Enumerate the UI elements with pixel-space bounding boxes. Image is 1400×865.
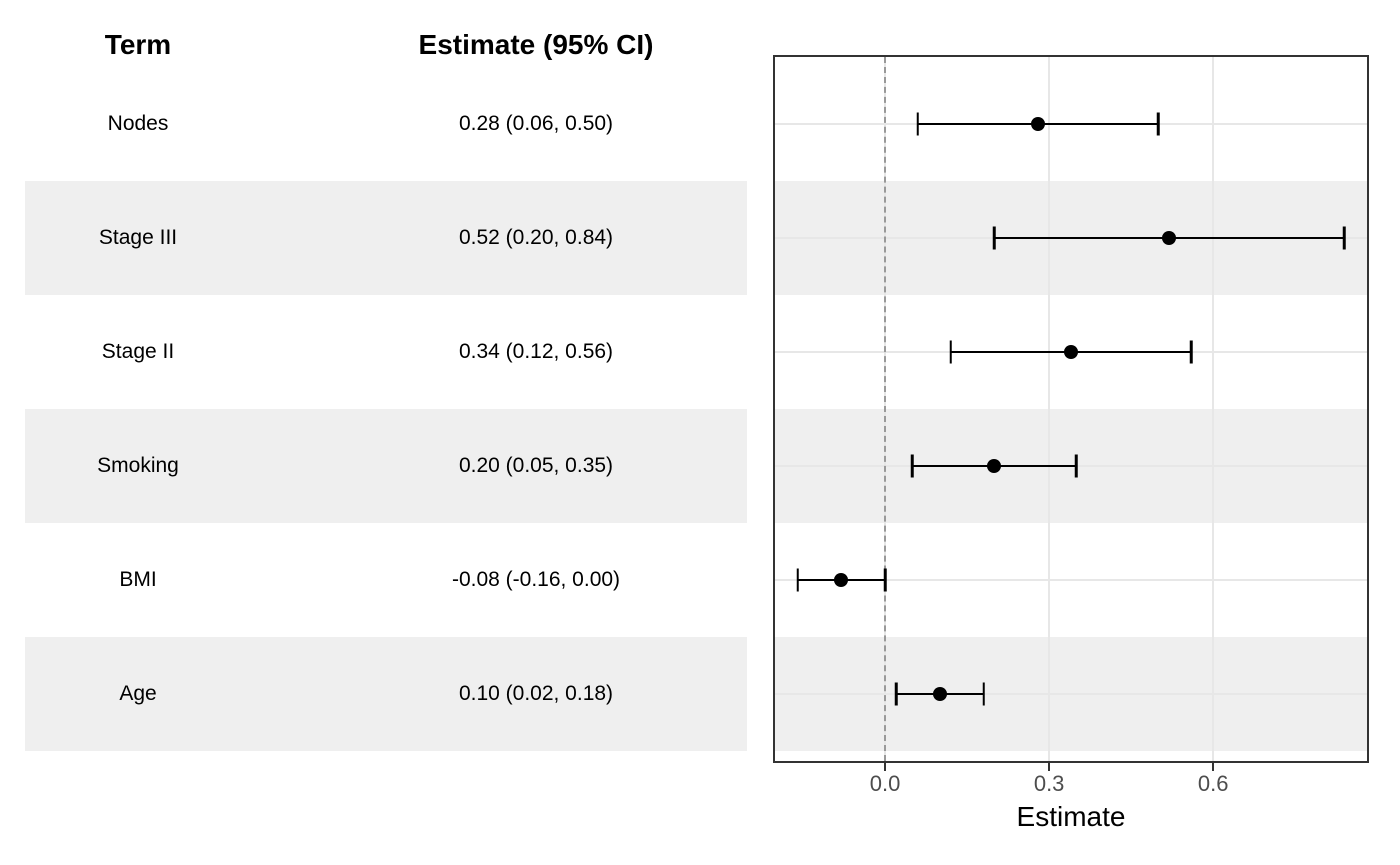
table-row-stripe (25, 637, 747, 751)
ci-cap-right (883, 568, 887, 592)
point-estimate-marker (1162, 231, 1177, 245)
estimate-column-header: Estimate (95% CI) (418, 29, 654, 60)
vertical-gridline (1048, 57, 1050, 761)
term-label: Nodes (107, 112, 169, 135)
ci-cap-left (916, 112, 920, 136)
x-axis-tick-label: 0.3 (1033, 771, 1065, 796)
point-estimate-marker (987, 459, 1002, 473)
table-row-stripe (25, 181, 747, 295)
estimate-ci-label: 0.34 (0.12, 0.56) (458, 340, 614, 363)
term-label: Smoking (97, 454, 179, 477)
horizontal-gridline (775, 579, 1367, 581)
estimate-ci-label: 0.28 (0.06, 0.50) (458, 112, 614, 135)
ci-cap-right (1157, 112, 1160, 136)
point-estimate-marker (834, 573, 849, 587)
point-estimate-marker (1064, 345, 1078, 359)
x-axis-tick-label: 0.6 (1197, 771, 1229, 796)
estimate-ci-label: 0.52 (0.20, 0.84) (458, 226, 614, 249)
estimate-ci-label: 0.20 (0.05, 0.35) (458, 454, 614, 477)
table-row-stripe (25, 409, 747, 523)
x-axis-title: Estimate (1016, 801, 1126, 832)
term-label: BMI (119, 568, 157, 591)
ci-cap-right (1075, 454, 1078, 478)
ci-cap-right (1343, 226, 1346, 250)
term-label: Stage III (98, 226, 178, 249)
estimate-ci-label: 0.10 (0.02, 0.18) (458, 682, 614, 705)
term-label: Stage II (101, 340, 175, 363)
point-estimate-marker (932, 687, 947, 701)
point-estimate-marker (1031, 117, 1046, 131)
x-axis-tick (884, 763, 887, 771)
x-axis-tick-label: 0.0 (869, 771, 901, 796)
ci-cap-left (796, 568, 799, 592)
ci-cap-left (894, 682, 898, 706)
x-axis-tick (1212, 763, 1215, 771)
ci-cap-right (982, 682, 985, 706)
zero-reference-line (884, 57, 887, 761)
ci-cap-left (949, 340, 952, 364)
horizontal-gridline (775, 693, 1367, 695)
x-axis-tick (1048, 763, 1051, 771)
estimate-ci-label: -0.08 (-0.16, 0.00) (451, 568, 621, 591)
term-label: Age (119, 682, 157, 705)
ci-cap-right (1190, 340, 1193, 364)
term-column-header: Term (104, 29, 172, 60)
ci-cap-left (911, 454, 914, 478)
ci-cap-left (993, 226, 996, 250)
vertical-gridline (1212, 57, 1214, 761)
